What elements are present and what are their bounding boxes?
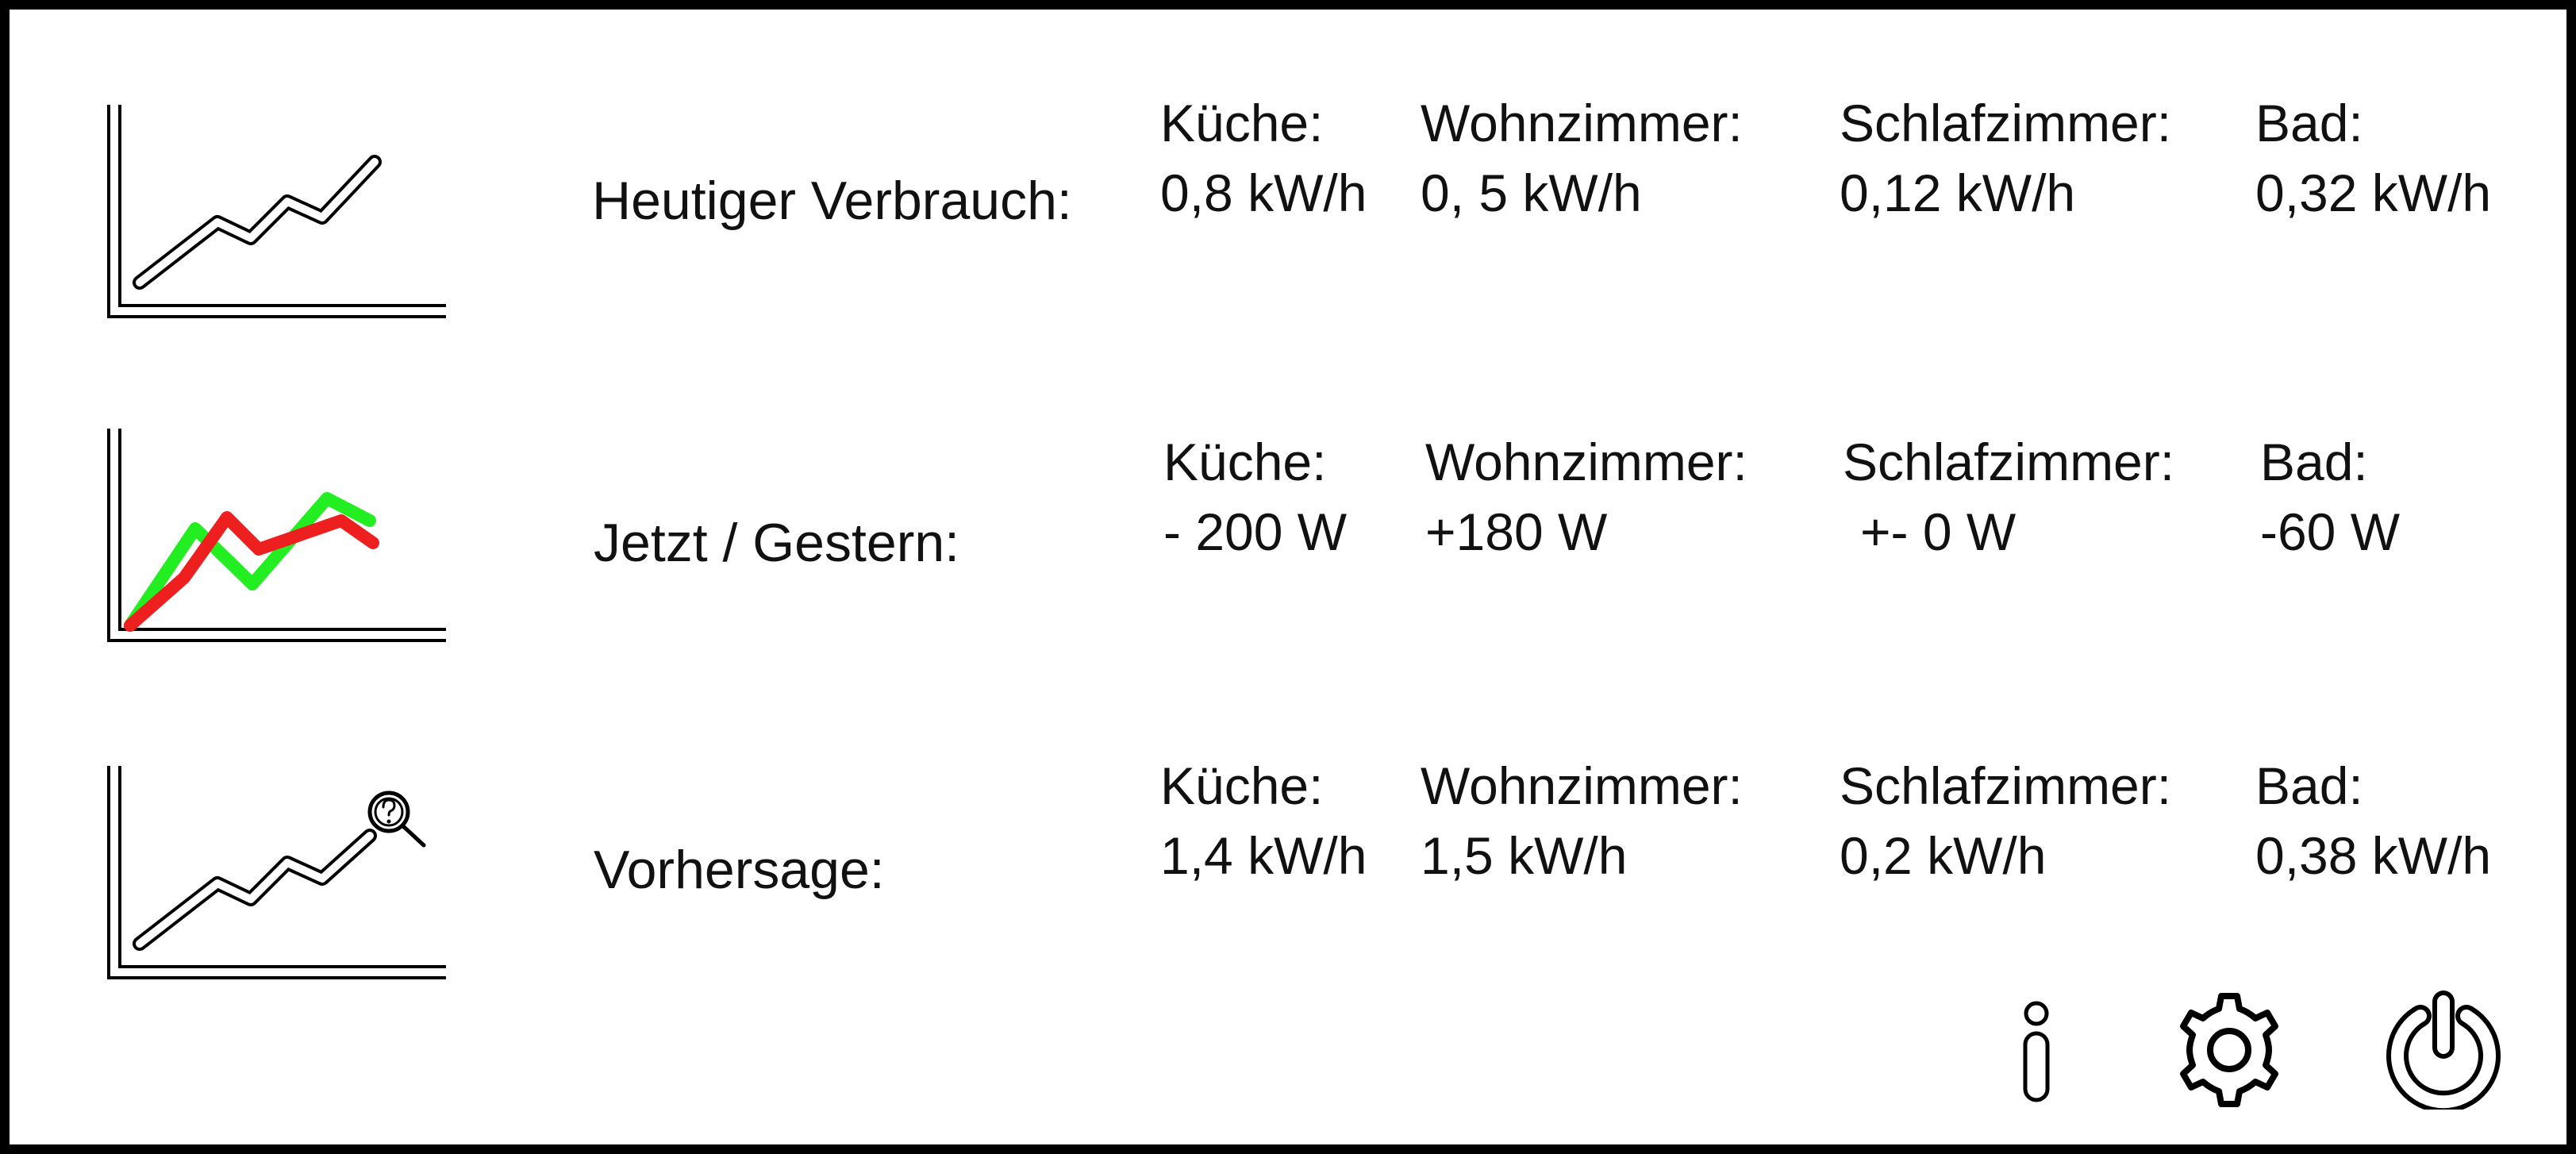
gear-icon bbox=[2180, 993, 2278, 1107]
cell-today-kitchen: Küche: 0,8 kW/h bbox=[1160, 97, 1414, 219]
power-button[interactable] bbox=[2384, 991, 2503, 1110]
room-value: +180 W bbox=[1425, 502, 1608, 561]
room-name: Bad: bbox=[2255, 756, 2363, 815]
room-name: Schlafzimmer: bbox=[1843, 433, 2175, 491]
cell-forecast-livingroom: Wohnzimmer: 1,5 kW/h bbox=[1421, 756, 1743, 885]
room-value: - 200 W bbox=[1163, 502, 1348, 561]
cell-today-bedroom: Schlafzimmer: 0,12 kW/h bbox=[1840, 94, 2172, 222]
info-icon bbox=[2023, 1001, 2050, 1102]
forecast-chart-icon bbox=[107, 766, 446, 979]
room-value: 0,12 kW/h bbox=[1840, 163, 2076, 222]
power-icon bbox=[2386, 991, 2501, 1110]
room-name: Küche: bbox=[1160, 756, 1324, 815]
info-button[interactable] bbox=[2014, 1000, 2059, 1105]
room-name: Schlafzimmer: bbox=[1840, 756, 2172, 815]
room-name: Schlafzimmer: bbox=[1840, 94, 2172, 152]
room-value: 0,8 kW/h bbox=[1160, 163, 1367, 222]
room-value: +- 0 W bbox=[1860, 502, 2017, 561]
room-value: 0,2 kW/h bbox=[1840, 826, 2047, 885]
room-name: Wohnzimmer: bbox=[1421, 94, 1743, 152]
room-value: 1,4 kW/h bbox=[1160, 826, 1367, 885]
room-value: 0,32 kW/h bbox=[2255, 163, 2492, 222]
cell-compare-bedroom: Schlafzimmer: +- 0 W bbox=[1843, 433, 2175, 561]
room-value: 0, 5 kW/h bbox=[1421, 163, 1642, 222]
cell-forecast-bedroom: Schlafzimmer: 0,2 kW/h bbox=[1840, 756, 2172, 885]
series-now-line bbox=[124, 492, 376, 632]
magnifier-question-icon bbox=[367, 790, 426, 848]
room-name: Bad: bbox=[2255, 94, 2363, 152]
row-label-forecast: Vorhersage: bbox=[594, 840, 885, 900]
cell-today-livingroom: Wohnzimmer: 0, 5 kW/h bbox=[1421, 94, 1743, 222]
room-name: Wohnzimmer: bbox=[1425, 433, 1747, 491]
line-chart-icon bbox=[107, 105, 446, 318]
room-name: Bad: bbox=[2260, 433, 2368, 491]
cell-compare-livingroom: Wohnzimmer: +180 W bbox=[1425, 433, 1747, 561]
series-yesterday-line bbox=[124, 511, 379, 632]
room-value: 1,5 kW/h bbox=[1421, 826, 1628, 885]
cell-compare-bath: Bad: -60 W bbox=[2260, 436, 2514, 558]
row-label-today: Heutiger Verbrauch: bbox=[592, 171, 1072, 231]
cell-today-bath: Bad: 0,32 kW/h bbox=[2255, 97, 2509, 219]
row-label-now-yesterday: Jetzt / Gestern: bbox=[594, 513, 960, 573]
cell-forecast-kitchen: Küche: 1,4 kW/h bbox=[1160, 760, 1414, 882]
cell-forecast-bath: Bad: 0,38 kW/h bbox=[2255, 760, 2509, 882]
comparison-chart-icon bbox=[107, 429, 446, 642]
room-name: Küche: bbox=[1163, 433, 1327, 491]
room-value: 0,38 kW/h bbox=[2255, 826, 2492, 885]
room-value: -60 W bbox=[2260, 502, 2401, 561]
cell-compare-kitchen: Küche: - 200 W bbox=[1163, 436, 1417, 558]
room-name: Wohnzimmer: bbox=[1421, 756, 1743, 815]
settings-button[interactable] bbox=[2170, 991, 2289, 1110]
room-name: Küche: bbox=[1160, 94, 1324, 152]
